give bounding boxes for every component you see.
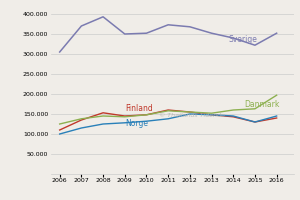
Text: Norge: Norge [125, 119, 148, 128]
Text: Sverige: Sverige [229, 35, 258, 44]
Text: Danmark: Danmark [244, 100, 280, 109]
Text: Finland: Finland [125, 104, 152, 113]
Text: © Thailands Tidende: © Thailands Tidende [159, 113, 225, 118]
